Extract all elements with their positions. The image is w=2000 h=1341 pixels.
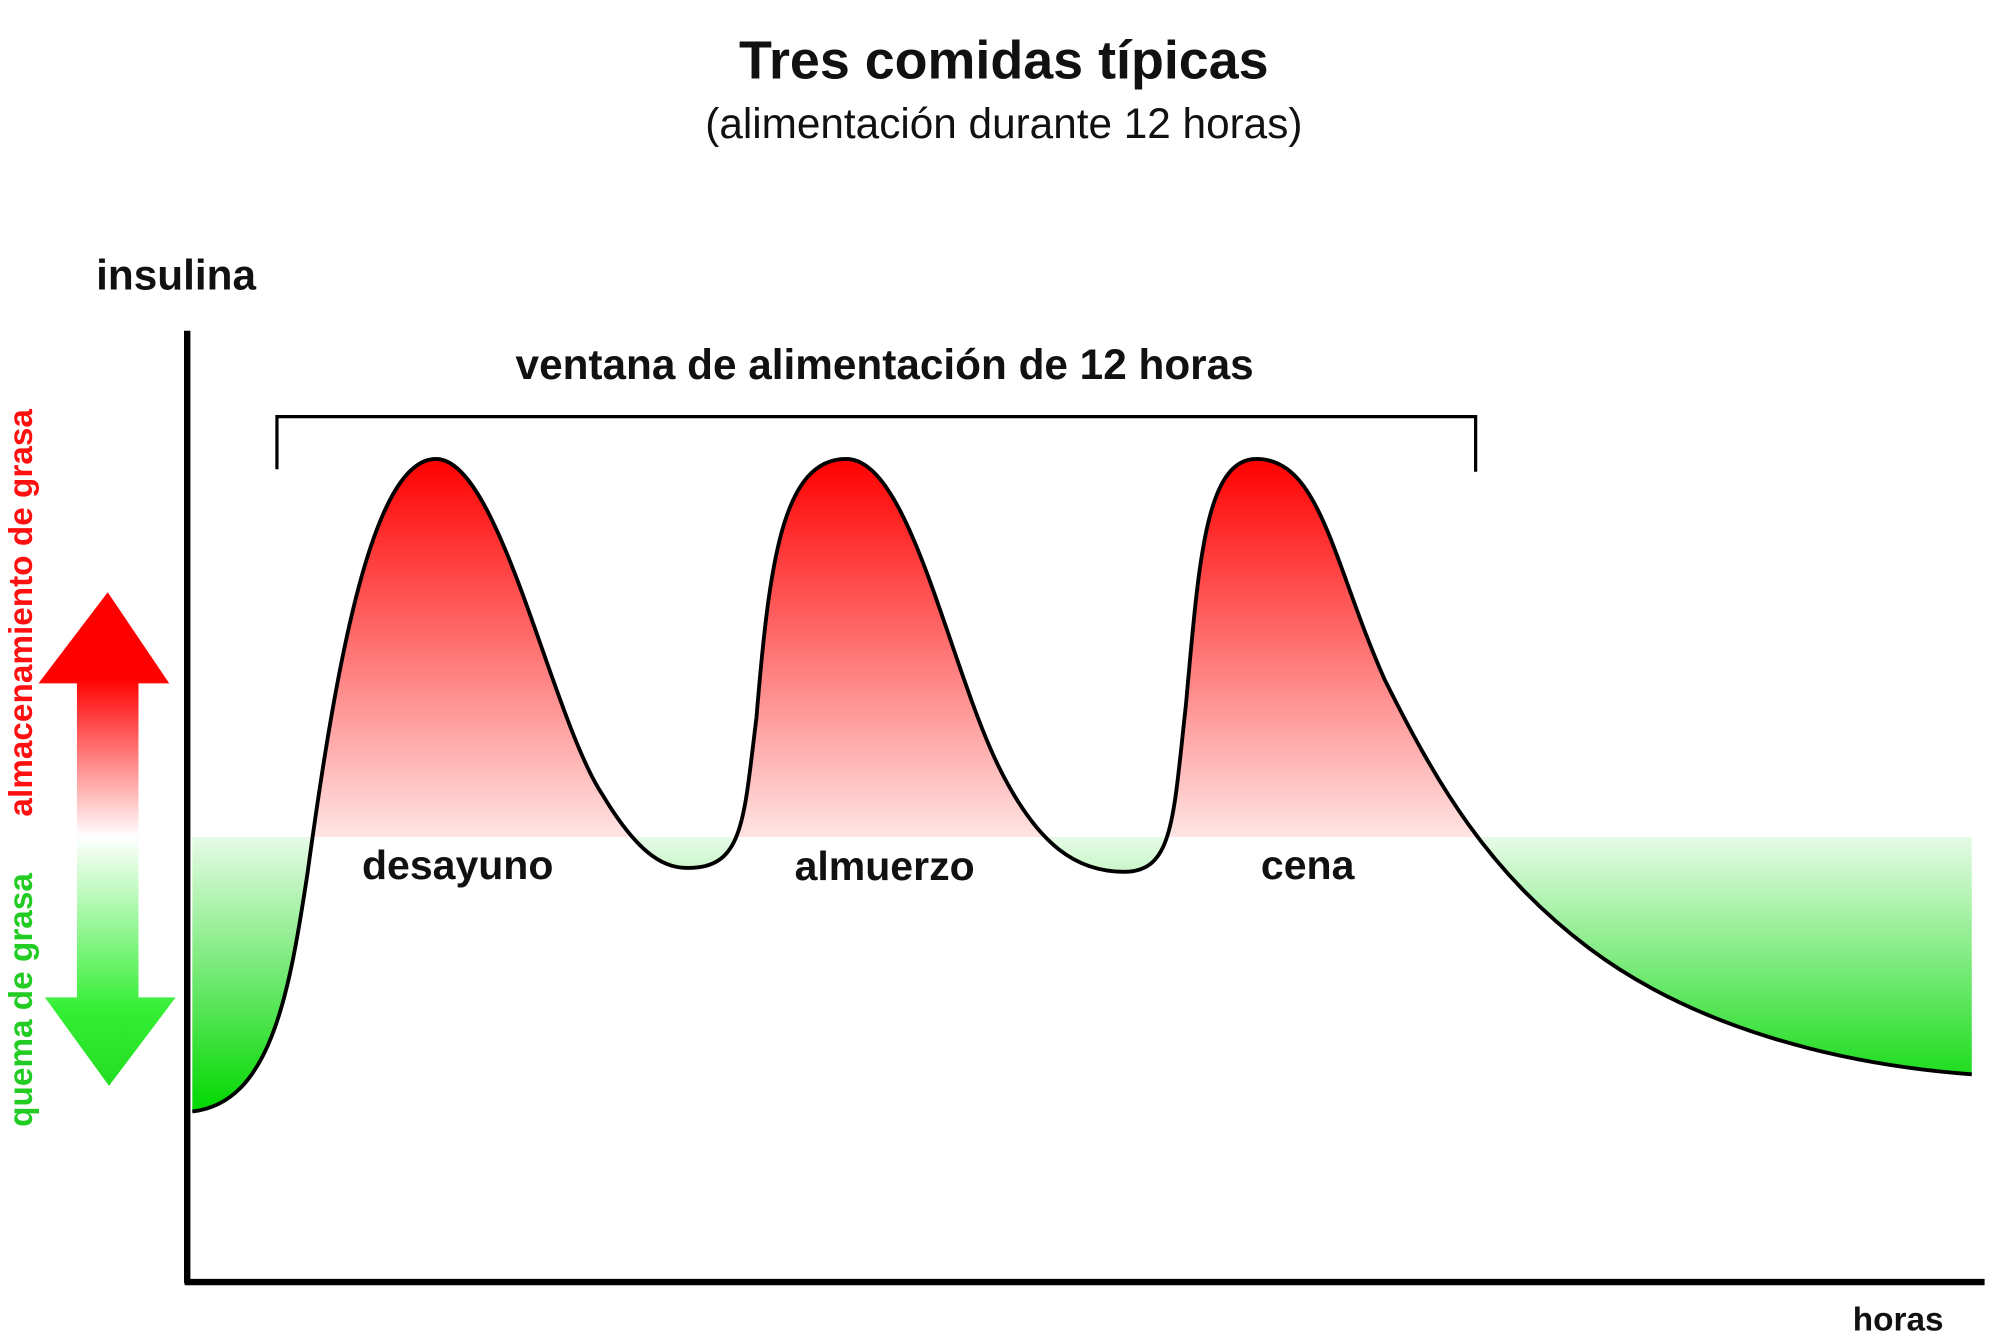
insulin-curve [192,457,1972,1114]
burning-arrow [44,837,176,1086]
storage-area [192,458,1972,838]
y-axis-label: insulina [96,251,256,298]
burning-label: quema de grasa [3,873,40,1127]
window-bracket [275,415,1478,472]
burning-area [192,837,1972,1112]
meal-label: cena [1261,842,1356,888]
storage-arrow [38,592,170,838]
meal-label: desayuno [362,842,553,888]
title: Tres comidas típicas [739,30,1269,90]
curve-area [192,457,1972,1114]
storage-label: almacenamiento de grasa [3,409,40,817]
window-label: ventana de alimentación de 12 horas [516,341,1254,388]
subtitle: (alimentación durante 12 horas) [705,100,1302,147]
x-axis-label: horas [1853,1302,1944,1339]
meal-label: almuerzo [795,843,975,889]
